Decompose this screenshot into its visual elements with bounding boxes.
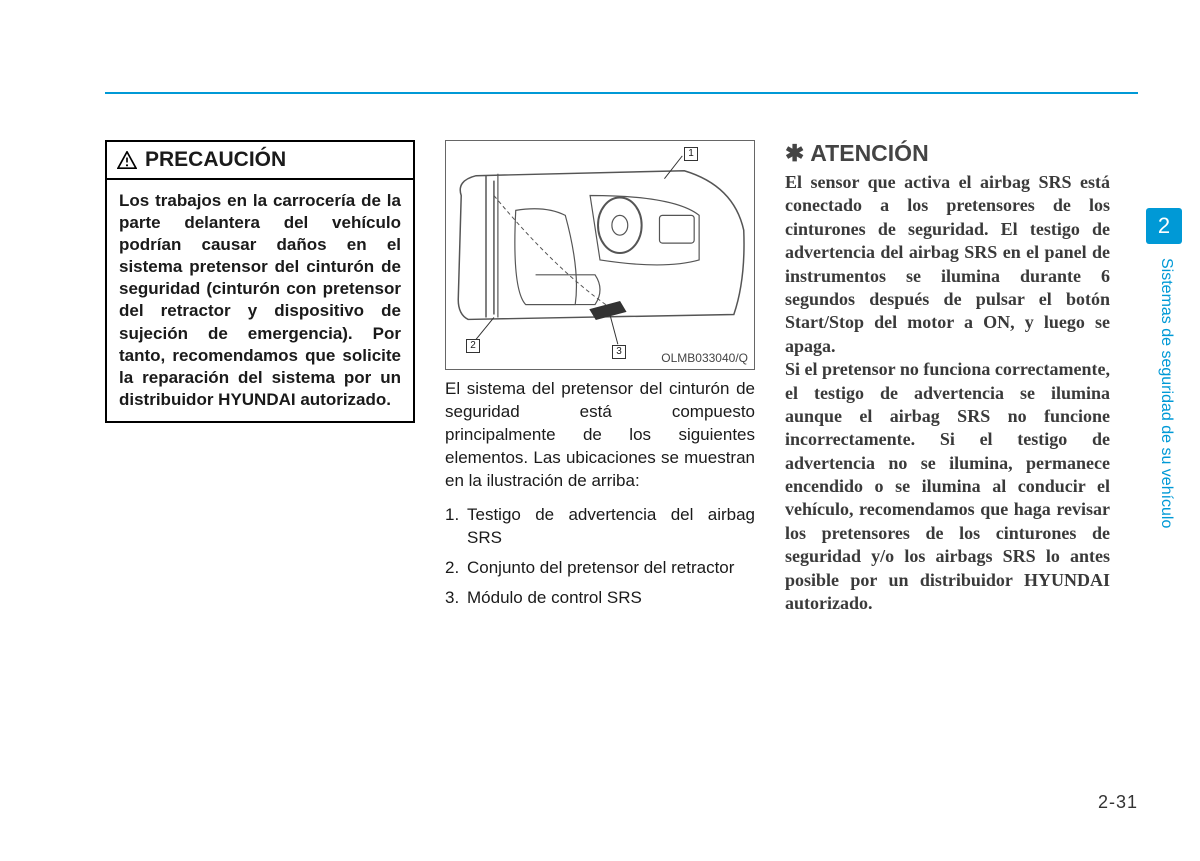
atencion-paragraph-1: El sensor que activa el airbag SRS está … <box>785 171 1110 358</box>
figure-code: OLMB033040/Q <box>661 351 748 365</box>
component-list: 1. Testigo de advertencia del airbag SRS… <box>445 503 755 610</box>
list-item: 2. Conjunto del pretensor del retractor <box>445 556 755 580</box>
list-item-text: Testigo de advertencia del airbag SRS <box>467 503 755 551</box>
list-item-number: 3. <box>445 586 467 610</box>
list-item-number: 2. <box>445 556 467 580</box>
chapter-side-label: Sistemas de seguridad de su vehículo <box>1156 258 1176 658</box>
column-2: 1 2 3 OLMB033040/Q El sistema del preten… <box>445 140 755 616</box>
vehicle-illustration: 1 2 3 OLMB033040/Q <box>445 140 755 370</box>
caution-title: PRECAUCIÓN <box>145 148 286 172</box>
page-number: 2-31 <box>1098 792 1138 813</box>
figure-callout-2: 2 <box>466 339 480 353</box>
caution-body: Los trabajos en la carrocería de la part… <box>107 180 413 421</box>
column-3: ✱ ATENCIÓN El sensor que activa el airba… <box>785 140 1110 616</box>
caution-header: PRECAUCIÓN <box>107 142 413 180</box>
warning-triangle-icon <box>117 151 137 169</box>
atencion-header: ✱ ATENCIÓN <box>785 140 1110 167</box>
list-item: 1. Testigo de advertencia del airbag SRS <box>445 503 755 551</box>
chapter-tab: 2 <box>1146 208 1182 244</box>
list-item-number: 1. <box>445 503 467 551</box>
figure-callout-3: 3 <box>612 345 626 359</box>
figure-callout-1: 1 <box>684 147 698 161</box>
atencion-title: ATENCIÓN <box>810 140 928 167</box>
caution-box: PRECAUCIÓN Los trabajos en la carrocería… <box>105 140 415 423</box>
vehicle-svg <box>446 141 754 369</box>
atencion-paragraph-2: Si el pretensor no funciona correctament… <box>785 358 1110 615</box>
atencion-symbol: ✱ <box>785 140 804 167</box>
list-item-text: Módulo de control SRS <box>467 586 755 610</box>
list-item: 3. Módulo de control SRS <box>445 586 755 610</box>
column-1: PRECAUCIÓN Los trabajos en la carrocería… <box>105 140 415 616</box>
list-item-text: Conjunto del pretensor del retractor <box>467 556 755 580</box>
content-area: PRECAUCIÓN Los trabajos en la carrocería… <box>105 140 1090 616</box>
top-divider <box>105 92 1138 94</box>
middle-intro-text: El sistema del pretensor del cinturón de… <box>445 378 755 493</box>
